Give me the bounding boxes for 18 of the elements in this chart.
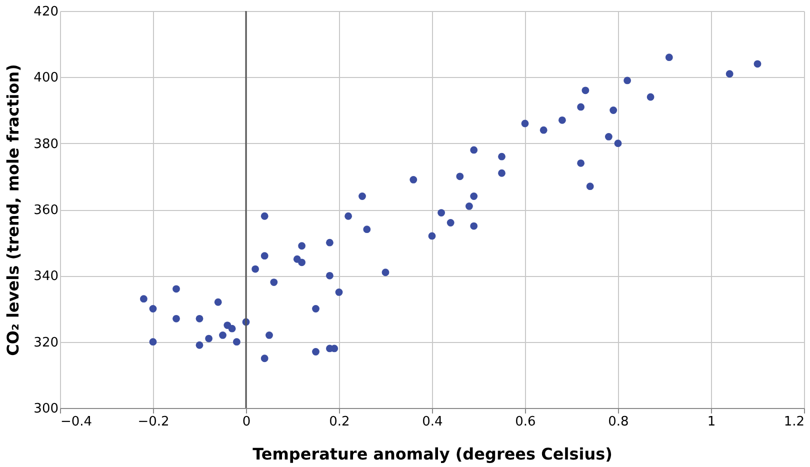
x-tick-label: 0.2 — [329, 414, 350, 430]
y-tick-label: 340 — [34, 269, 58, 284]
x-tick-label: −0.2 — [138, 414, 170, 430]
y-axis-title: CO₂ levels (trend, mole fraction) — [4, 64, 23, 356]
y-tick-label: 320 — [34, 335, 58, 350]
y-tick-label: 360 — [34, 203, 58, 218]
x-tick-label: −0.4 — [60, 414, 92, 430]
y-tick-label: 300 — [34, 402, 58, 416]
y-tick-label: 400 — [34, 70, 58, 86]
x-tick-label: 0.4 — [422, 414, 443, 430]
x-tick-label: 0.6 — [515, 414, 536, 430]
x-tick-label: 0.8 — [608, 414, 629, 430]
x-tick-label: 1.2 — [784, 414, 804, 430]
x-tick-label: 1 — [707, 414, 716, 430]
y-tick-label: 420 — [34, 4, 58, 20]
x-tick-label: 0 — [242, 414, 251, 430]
x-axis-title: Temperature anomaly (degrees Celsius) — [252, 444, 612, 464]
y-tick-label: 380 — [34, 136, 58, 152]
